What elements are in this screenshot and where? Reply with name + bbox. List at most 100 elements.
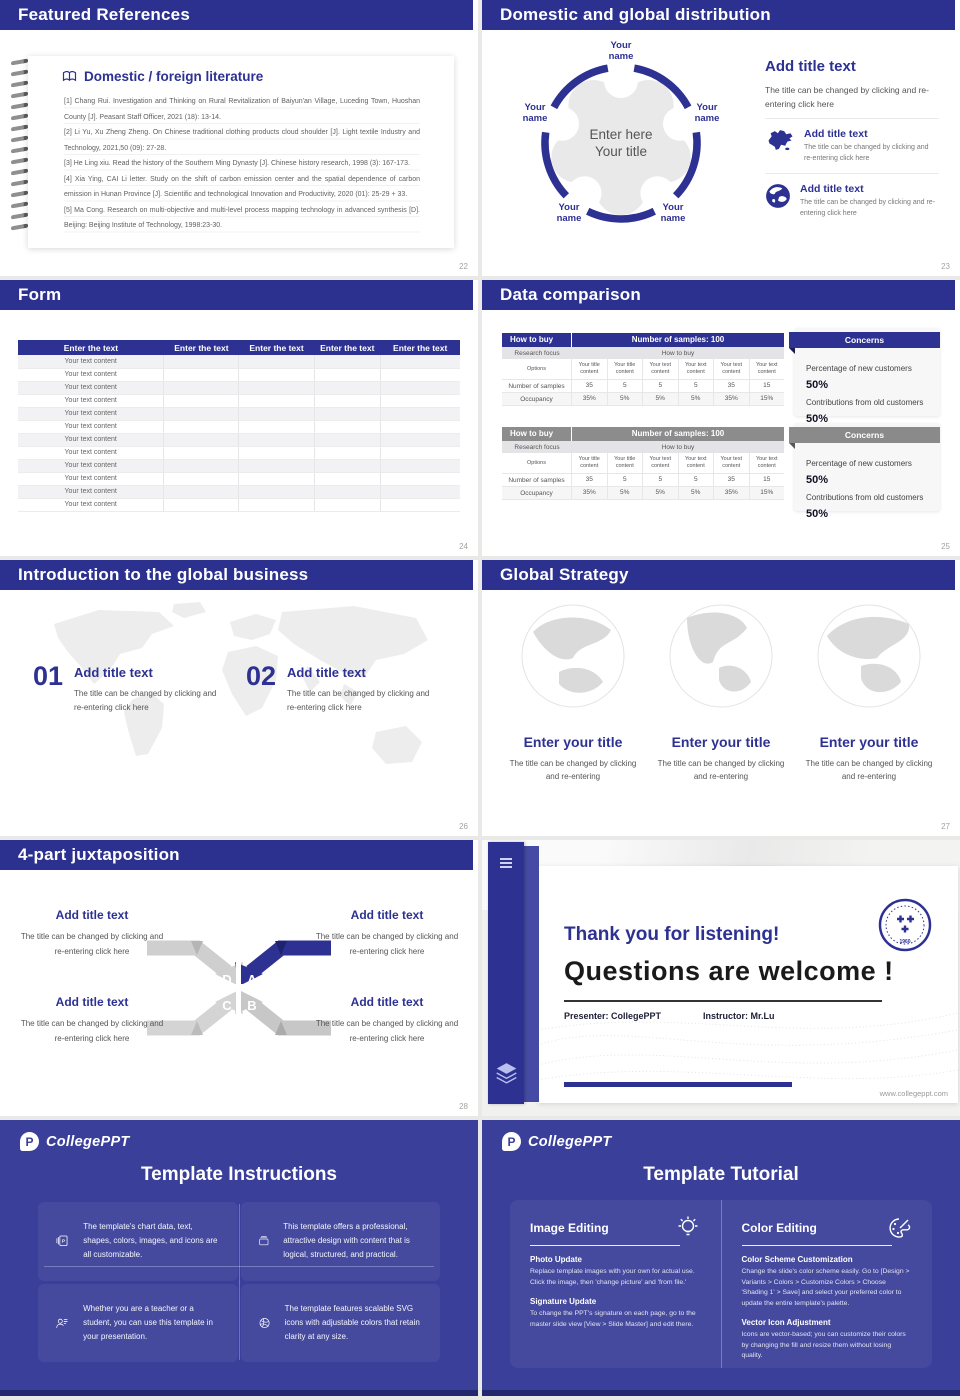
cell: 5% — [679, 393, 714, 405]
teacher-student-icon — [56, 1318, 68, 1328]
block-description: The title can be changed by clicking and… — [20, 932, 164, 956]
sidebar — [488, 842, 524, 1104]
section-title: Image Editing — [530, 1221, 609, 1235]
table-cell — [314, 485, 381, 499]
table-cell — [314, 355, 381, 369]
reference-item: [5] Ma Cong. Research on multi-objective… — [64, 206, 420, 230]
juxtaposition-block: Add title text The title can be changed … — [17, 995, 167, 1046]
column-description: The title can be changed by clicking and… — [509, 759, 637, 781]
instruction-item: This template offers a professional, att… — [240, 1202, 440, 1281]
entry-title: Color Scheme Customization — [741, 1255, 853, 1264]
table-title: Number of samples: 100 — [572, 427, 784, 441]
row-label: Options — [502, 453, 572, 473]
table-cell — [314, 381, 381, 395]
slide-header: Domestic and global distribution — [482, 0, 955, 30]
table-cell — [163, 394, 240, 408]
tutorial-section-image-editing: Image Editing Photo Update Replace templ… — [510, 1200, 722, 1368]
row-label: Research focus — [514, 349, 560, 357]
item-description: The title can be changed by clicking and… — [804, 144, 929, 162]
entry-title: Signature Update — [530, 1297, 597, 1306]
cell: Your title content — [608, 453, 643, 473]
reference-item: [1] Chang Rui. Investigation and Thinkin… — [64, 98, 420, 121]
table-cell — [163, 472, 240, 486]
divider-line — [564, 1000, 882, 1002]
concern-value: 50% — [806, 474, 829, 486]
column-description: The title can be changed by clicking and… — [657, 759, 785, 781]
table-cell — [238, 498, 315, 512]
ribbon-header: Concerns — [789, 332, 940, 354]
table-cell: Your text content — [18, 485, 165, 499]
section-title-row: Domestic / foreign literature — [62, 69, 263, 84]
table-cell — [314, 433, 381, 447]
table-cell — [163, 446, 240, 460]
table-cell — [238, 420, 315, 434]
instruction-text: This template offers a professional, att… — [283, 1222, 410, 1260]
section-title: Domestic / foreign literature — [84, 69, 264, 84]
table-corner: How to buy — [502, 333, 572, 347]
palette-icon — [889, 1218, 911, 1238]
table-cell — [238, 355, 315, 369]
table-cell — [314, 446, 381, 460]
logo-p-mark-icon: P — [502, 1132, 521, 1151]
page-number: 28 — [459, 1102, 468, 1111]
gear-shape — [541, 64, 701, 223]
form-table: Enter the text Enter the text Enter the … — [18, 340, 460, 512]
slide-featured-references: Featured References Domestic / foreign l… — [0, 0, 478, 276]
cell: 5 — [608, 474, 643, 486]
item-description: The title can be changed by clicking and… — [800, 199, 936, 217]
table-cell: Your text content — [18, 498, 165, 512]
table-cell — [380, 381, 460, 395]
table-cell — [163, 485, 240, 499]
entry-text: Replace template images with your own fo… — [530, 1268, 695, 1286]
reference-list: [1] Chang Rui. Investigation and Thinkin… — [64, 94, 420, 234]
panel-description: The title can be changed by clicking and… — [765, 85, 929, 109]
notebook-card: Domestic / foreign literature [1] Chang … — [28, 56, 454, 248]
column-header: Enter the text — [163, 340, 239, 355]
slide-header: Global Strategy — [482, 560, 955, 590]
cell: Your text content — [679, 453, 714, 473]
table-cell — [238, 368, 315, 382]
tutorial-entry: Vector Icon Adjustment Icons are vector-… — [742, 1318, 913, 1362]
table-cell — [238, 485, 315, 499]
cell: 35 — [714, 380, 750, 392]
block-title: Add title text — [350, 995, 424, 1009]
concern-value: 50% — [806, 379, 829, 391]
ribbon-letter: D — [222, 972, 231, 987]
juxtaposition-block: Add title text The title can be changed … — [312, 908, 462, 959]
table-cell — [238, 407, 315, 421]
website-url: www.collegeppt.com — [879, 1089, 948, 1098]
cell: 15 — [763, 382, 771, 390]
column-title: Enter your title — [523, 734, 623, 750]
concerns-panel-gray: Concerns Percentage of new customers 50%… — [789, 423, 940, 520]
column-title: Enter your title — [819, 734, 919, 750]
table-cell — [163, 459, 240, 473]
table-cell — [238, 381, 315, 395]
cell: 5 — [643, 474, 679, 486]
table-cell: Your text content — [18, 459, 165, 473]
x-ribbon-diagram: D A C B — [147, 940, 331, 1036]
instructor-label: Instructor: Mr.Lu — [703, 1011, 775, 1021]
strategy-column: Enter your title The title can be change… — [794, 602, 944, 783]
table-cell — [380, 485, 460, 499]
entry-title: Vector Icon Adjustment — [741, 1318, 831, 1327]
column-header: Enter the text — [314, 340, 381, 355]
cell: Your text content — [714, 359, 750, 379]
table-row: Your text content — [18, 446, 460, 460]
slide-template-instructions: P CollegePPT Template Instructions P The… — [0, 1120, 478, 1396]
slide-header: Form — [0, 280, 473, 310]
page-number: 23 — [941, 262, 950, 271]
table-cell — [238, 459, 315, 473]
hamburger-menu-icon — [500, 858, 512, 870]
tutorial-section-color-editing: Color Editing Color Scheme Customization… — [722, 1200, 933, 1368]
table-row: Your text content — [18, 355, 460, 369]
table-row: Your text content — [18, 368, 460, 382]
slide-thank-you: 1960 Thank you for listening! Questions … — [482, 840, 960, 1116]
instructions-grid: P The template's chart data, text, shape… — [38, 1202, 440, 1362]
point-description: The title can be changed by clicking and… — [74, 689, 217, 712]
table-cell — [380, 368, 460, 382]
grid-divider — [239, 1204, 240, 1360]
table-cell: Your text content — [18, 433, 165, 447]
collegeppt-logo: P CollegePPT — [20, 1132, 130, 1151]
table-cell: Your text content — [18, 446, 165, 460]
column-title: Enter your title — [671, 734, 771, 750]
